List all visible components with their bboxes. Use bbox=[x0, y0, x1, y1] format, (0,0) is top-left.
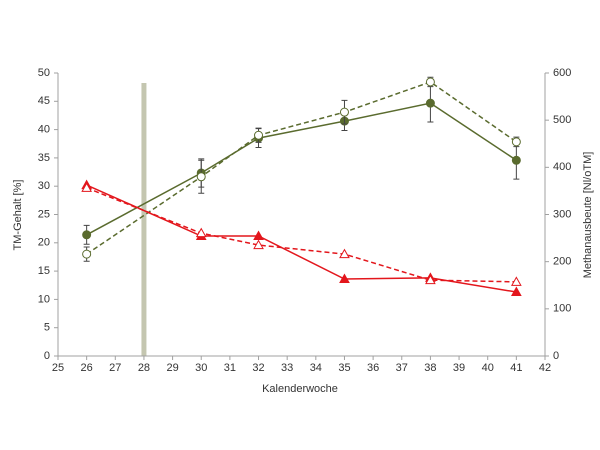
data-point bbox=[339, 273, 350, 284]
x-tick-label: 27 bbox=[109, 362, 121, 374]
x-tick-label: 31 bbox=[224, 362, 236, 374]
y-tick-label: 40 bbox=[38, 124, 50, 136]
y-tick-label: 0 bbox=[44, 350, 50, 362]
data-point bbox=[254, 130, 264, 140]
y-tick-label: 45 bbox=[38, 95, 50, 107]
data-point bbox=[253, 239, 264, 250]
data-point bbox=[510, 276, 522, 286]
y2-tick-label: 200 bbox=[553, 256, 571, 268]
x-tick-label: 25 bbox=[52, 362, 64, 374]
x-tick-label: 36 bbox=[367, 362, 379, 374]
y-tick-label: 10 bbox=[38, 293, 50, 305]
data-point bbox=[195, 227, 207, 238]
y-tick-label: 15 bbox=[38, 265, 50, 277]
data-point bbox=[339, 107, 349, 117]
series-line bbox=[86, 102, 517, 236]
y2-tick-label: 400 bbox=[553, 161, 571, 173]
x-tick-label: 38 bbox=[424, 362, 436, 374]
x-tick-label: 42 bbox=[539, 362, 551, 374]
y-axis-label: TM-Gehalt [%] bbox=[12, 180, 24, 251]
data-point bbox=[82, 249, 92, 259]
data-point bbox=[425, 77, 435, 87]
x-tick-label: 29 bbox=[166, 362, 178, 374]
marker-band bbox=[141, 83, 147, 356]
x-tick-label: 26 bbox=[81, 362, 93, 374]
x-tick-label: 30 bbox=[195, 362, 207, 374]
series-line bbox=[86, 187, 517, 283]
data-point bbox=[339, 248, 350, 259]
x-tick-label: 39 bbox=[453, 362, 465, 374]
y-tick-label: 50 bbox=[38, 67, 50, 79]
y2-tick-label: 500 bbox=[553, 114, 571, 126]
data-point bbox=[425, 274, 436, 285]
y-tick-label: 25 bbox=[38, 208, 50, 220]
series-line bbox=[86, 184, 517, 293]
data-point bbox=[511, 137, 521, 147]
y-tick-label: 20 bbox=[38, 237, 50, 249]
x-tick-label: 40 bbox=[482, 362, 494, 374]
data-point bbox=[425, 98, 435, 108]
x-axis-label: Kalenderwoche bbox=[262, 383, 338, 395]
y2-tick-label: 300 bbox=[553, 208, 571, 220]
y-tick-label: 35 bbox=[38, 152, 50, 164]
y2-axis-label: Methanausbeute [Nl/oTM] bbox=[582, 152, 594, 279]
x-tick-label: 33 bbox=[281, 362, 293, 374]
x-tick-label: 32 bbox=[252, 362, 264, 374]
data-point bbox=[196, 172, 206, 182]
data-point bbox=[253, 230, 264, 241]
x-tick-label: 28 bbox=[138, 362, 150, 374]
data-point bbox=[81, 182, 93, 192]
y2-tick-label: 0 bbox=[553, 350, 559, 362]
x-tick-label: 35 bbox=[338, 362, 350, 374]
x-tick-label: 37 bbox=[396, 362, 408, 374]
x-tick-label: 34 bbox=[310, 362, 322, 374]
y-tick-label: 30 bbox=[38, 180, 50, 192]
y2-tick-label: 600 bbox=[553, 67, 571, 79]
x-tick-label: 41 bbox=[510, 362, 522, 374]
y-tick-label: 5 bbox=[44, 322, 50, 334]
data-point bbox=[511, 155, 521, 165]
y2-tick-label: 100 bbox=[553, 303, 571, 315]
data-point bbox=[510, 286, 522, 297]
data-point bbox=[82, 230, 92, 240]
series-line bbox=[86, 81, 517, 255]
